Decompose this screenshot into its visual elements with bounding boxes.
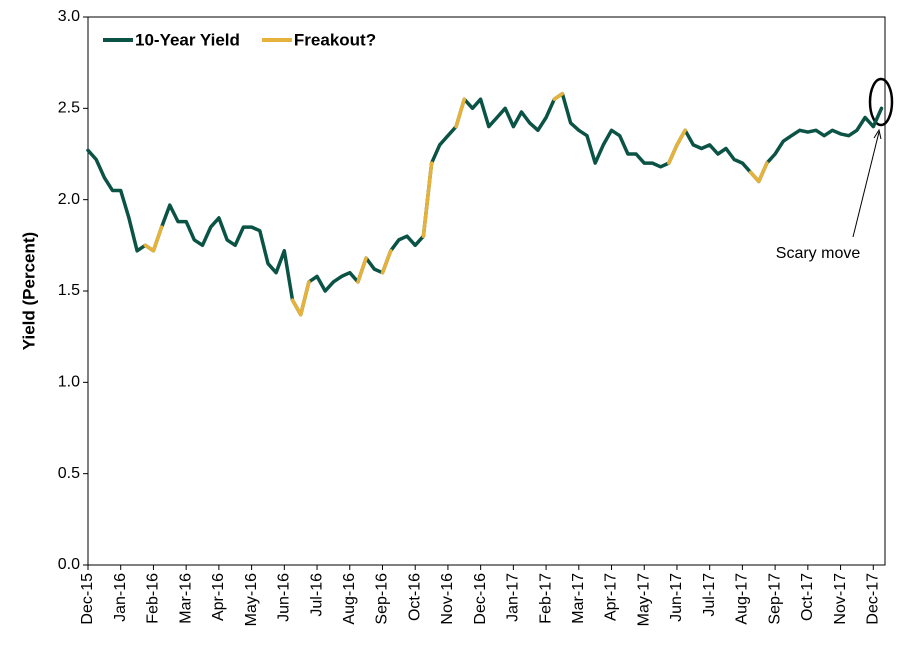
- x-tick-label: May-17: [635, 573, 652, 626]
- x-tick-label: Jun-17: [668, 573, 685, 622]
- x-tick-label: Mar-17: [570, 573, 587, 624]
- x-tick-label: Nov-17: [832, 573, 849, 625]
- x-tick-label: Aug-16: [341, 573, 358, 625]
- x-tick-label: Oct-16: [406, 573, 423, 621]
- arrow-head: [873, 128, 882, 140]
- y-tick-label: 2.5: [58, 100, 80, 117]
- x-tick-label: Oct-17: [799, 573, 816, 621]
- annotation-arrow: [852, 131, 880, 238]
- x-tick-label: Sep-17: [766, 573, 783, 625]
- x-tick-label: Nov-16: [439, 573, 456, 625]
- x-tick-label: Apr-16: [210, 573, 227, 621]
- line-series: [86, 91, 884, 317]
- x-tick-label: Jun-16: [276, 573, 293, 622]
- line-series: [143, 91, 769, 317]
- x-tick-label: Jan-16: [112, 573, 129, 622]
- x-tick-label: Dec-15: [79, 573, 96, 625]
- x-tick-label: Sep-16: [374, 573, 391, 625]
- x-tick-label: Aug-17: [734, 573, 751, 625]
- x-tick-label: Dec-17: [864, 573, 881, 625]
- y-tick-label: 0.5: [58, 465, 80, 482]
- x-tick-label: Dec-16: [472, 573, 489, 625]
- x-tick-label: Jul-16: [308, 573, 325, 617]
- x-tick-label: Feb-16: [145, 573, 162, 624]
- legend-label: Freakout?: [294, 30, 376, 49]
- y-axis-label: Yield (Percent): [19, 232, 38, 350]
- x-tick-label: Jul-17: [701, 573, 718, 617]
- legend-label: 10-Year Yield: [135, 30, 240, 49]
- x-tick-label: Apr-17: [603, 573, 620, 621]
- y-tick-label: 0.0: [58, 556, 80, 573]
- y-tick-label: 1.0: [58, 374, 80, 391]
- annotation: Scary move: [776, 245, 861, 262]
- x-tick-label: May-16: [243, 573, 260, 626]
- highlight-ellipse: [868, 77, 894, 127]
- y-tick-label: 1.5: [58, 282, 80, 299]
- y-tick-label: 2.0: [58, 191, 80, 208]
- x-tick-label: Feb-17: [537, 573, 554, 624]
- y-tick-label: 3.0: [58, 8, 80, 25]
- x-tick-label: Mar-16: [177, 573, 194, 624]
- plot-frame: [87, 16, 886, 566]
- x-tick-label: Jan-17: [505, 573, 522, 622]
